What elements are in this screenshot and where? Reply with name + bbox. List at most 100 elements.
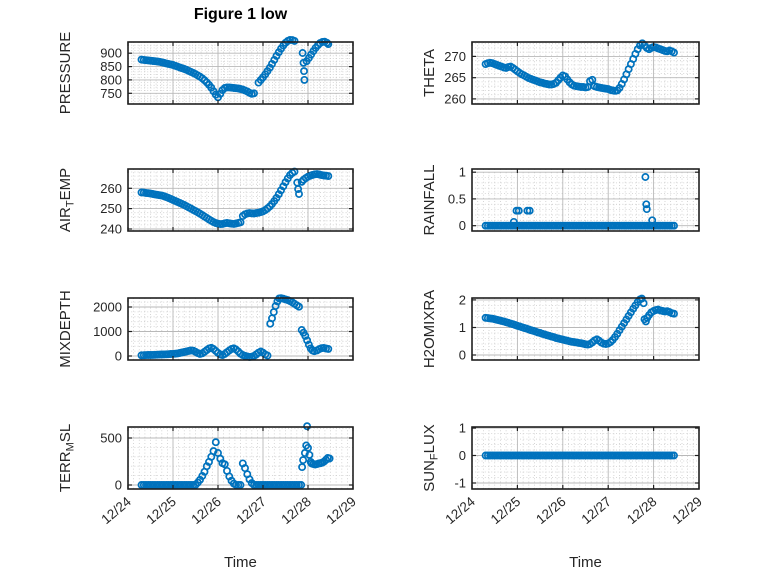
svg-text:900: 900 bbox=[100, 46, 122, 61]
y-tick-labels: -1 0 1 bbox=[454, 421, 466, 491]
svg-text:1000: 1000 bbox=[93, 324, 122, 339]
scatter-series bbox=[481, 173, 678, 230]
tick-marks bbox=[127, 298, 354, 360]
svg-text:265: 265 bbox=[444, 70, 466, 85]
svg-text:250: 250 bbox=[100, 201, 122, 216]
tick-marks bbox=[127, 169, 354, 231]
svg-text:12/25: 12/25 bbox=[143, 494, 179, 527]
y-axis-label: RAINFALL bbox=[421, 165, 438, 236]
scatter-series bbox=[137, 294, 333, 361]
axes-border bbox=[127, 168, 354, 232]
subplot-mixdepth: 0 1000 2000 MIXDEPTH bbox=[57, 290, 354, 368]
svg-text:0.5: 0.5 bbox=[448, 191, 466, 206]
scatter-series bbox=[137, 167, 333, 229]
y-tick-labels: 0 500 bbox=[100, 431, 122, 493]
y-axis-label: PRESSURE bbox=[57, 32, 74, 115]
svg-text:12/28: 12/28 bbox=[624, 494, 660, 527]
grid-minor bbox=[128, 427, 353, 489]
tick-marks bbox=[127, 427, 354, 489]
svg-text:1: 1 bbox=[459, 320, 466, 335]
subplot-theta: 260 265 270 THETA bbox=[421, 39, 700, 107]
axes-border bbox=[127, 426, 354, 490]
scatter-series bbox=[481, 451, 678, 460]
svg-text:-1: -1 bbox=[454, 476, 466, 491]
subplot-air-temp: 240 250 260 AIRTEMP bbox=[57, 167, 354, 237]
svg-text:12/29: 12/29 bbox=[323, 494, 359, 527]
figure-title: Figure 1 low bbox=[193, 6, 288, 23]
svg-text:270: 270 bbox=[444, 49, 466, 64]
axes-border bbox=[127, 41, 354, 105]
xlabel-time-left: Time bbox=[224, 554, 257, 571]
scatter-series bbox=[137, 35, 333, 102]
svg-text:0: 0 bbox=[459, 218, 466, 233]
svg-text:12/24: 12/24 bbox=[442, 494, 478, 528]
svg-text:0: 0 bbox=[459, 348, 466, 363]
svg-text:800: 800 bbox=[100, 72, 122, 87]
y-tick-labels: 0 1 2 bbox=[459, 292, 466, 362]
x-tick-labels: 12/24 12/25 12/26 12/27 12/28 12/29 bbox=[98, 494, 359, 528]
svg-text:12/29: 12/29 bbox=[669, 494, 705, 527]
svg-text:1: 1 bbox=[459, 165, 466, 180]
tick-marks bbox=[127, 42, 354, 104]
svg-text:2000: 2000 bbox=[93, 300, 122, 315]
svg-text:12/26: 12/26 bbox=[188, 494, 224, 527]
svg-text:12/24: 12/24 bbox=[98, 494, 134, 528]
grid-major bbox=[128, 169, 353, 231]
svg-text:260: 260 bbox=[444, 91, 466, 106]
svg-text:260: 260 bbox=[100, 181, 122, 196]
xlabel-time-right: Time bbox=[569, 554, 602, 571]
y-tick-labels: 260 265 270 bbox=[444, 49, 466, 107]
grid-minor bbox=[472, 298, 699, 360]
tick-marks bbox=[471, 169, 700, 231]
svg-text:12/26: 12/26 bbox=[533, 494, 569, 527]
tick-marks bbox=[471, 427, 700, 489]
scatter-series bbox=[137, 422, 334, 489]
scatter-series bbox=[481, 294, 678, 349]
axes-border bbox=[471, 41, 700, 105]
tick-marks bbox=[471, 298, 700, 360]
svg-text:240: 240 bbox=[100, 222, 122, 237]
y-axis-label: AIRTEMP bbox=[57, 168, 77, 232]
svg-text:12/27: 12/27 bbox=[579, 494, 615, 527]
grid-major bbox=[472, 298, 699, 360]
svg-text:1: 1 bbox=[459, 421, 466, 436]
axes-border bbox=[127, 297, 354, 361]
grid-major bbox=[128, 42, 353, 104]
svg-text:0: 0 bbox=[115, 478, 122, 493]
axes-border bbox=[471, 426, 700, 490]
svg-text:12/27: 12/27 bbox=[233, 494, 269, 527]
svg-text:750: 750 bbox=[100, 86, 122, 101]
y-axis-label: THETA bbox=[421, 49, 438, 97]
svg-text:12/28: 12/28 bbox=[278, 494, 314, 527]
tick-marks bbox=[471, 42, 700, 104]
y-tick-labels: 0 1000 2000 bbox=[93, 300, 122, 364]
axes-border bbox=[471, 168, 700, 232]
svg-text:500: 500 bbox=[100, 431, 122, 446]
grid-minor bbox=[472, 427, 699, 489]
svg-text:0: 0 bbox=[459, 448, 466, 463]
y-axis-label: H2OMIXRA bbox=[421, 290, 438, 368]
axes-border bbox=[471, 297, 700, 361]
subplot-h2omixra: 0 1 2 H2OMIXRA bbox=[421, 290, 700, 368]
y-axis-label: SUNFLUX bbox=[421, 424, 441, 492]
svg-text:2: 2 bbox=[459, 292, 466, 307]
svg-text:12/25: 12/25 bbox=[488, 494, 524, 527]
y-axis-label: MIXDEPTH bbox=[57, 290, 74, 368]
grid-minor bbox=[128, 42, 353, 105]
y-tick-labels: 240 250 260 bbox=[100, 181, 122, 237]
svg-text:0: 0 bbox=[115, 349, 122, 364]
y-tick-labels: 00.51 bbox=[448, 165, 466, 234]
svg-text:850: 850 bbox=[100, 59, 122, 74]
y-axis-label: TERRMSL bbox=[57, 424, 77, 492]
grid-major bbox=[128, 427, 353, 489]
x-tick-labels: 12/24 12/25 12/26 12/27 12/28 12/29 bbox=[442, 494, 705, 528]
grid-major bbox=[472, 169, 699, 231]
scatter-series bbox=[481, 39, 678, 95]
